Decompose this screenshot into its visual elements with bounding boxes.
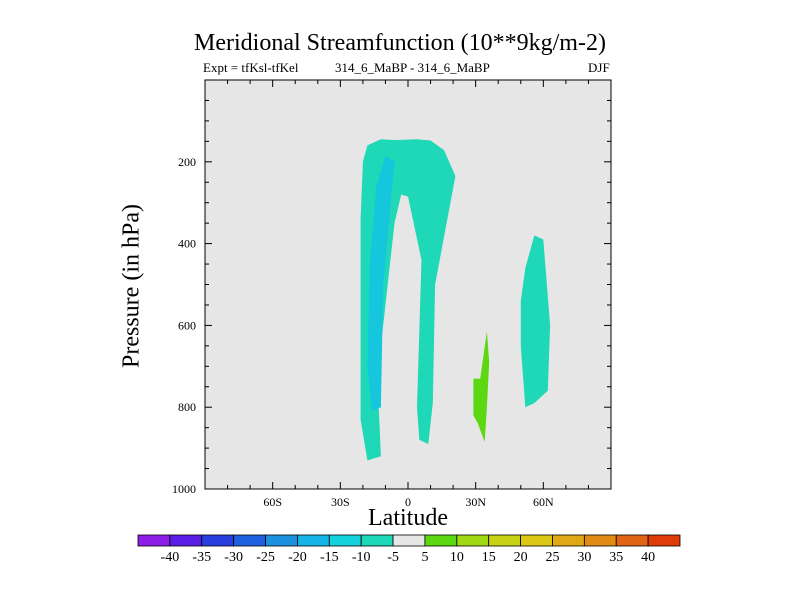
contour-region-southern-cell-core [367,155,395,412]
colorbar-swatch [456,534,490,547]
experiment-label: Expt = tfKsl-tfKel [203,60,299,75]
season-label: DJF [588,60,610,75]
colorbar-swatch [328,534,362,547]
colorbar-label: -10 [352,550,371,565]
x-tick-label: 30S [331,495,350,509]
chart-title: Meridional Streamfunction (10**9kg/m-2) [194,30,606,56]
colorbar: -40 -35 -30 -25 -20 -15 -10 -5 5 10 15 20 25 30 35 40 [137,534,681,565]
contour-region-positive-cell [473,331,490,442]
colorbar-swatch [520,534,553,547]
comparison-label: 314_6_MaBP - 314_6_MaBP [335,60,490,75]
y-tick-label: 800 [178,400,196,414]
colorbar-label: 40 [641,550,655,565]
colorbar-label: -15 [320,550,339,565]
colorbar-swatch [360,534,394,547]
colorbar-swatch [552,534,585,547]
y-tick-label: 1000 [172,482,196,496]
colorbar-swatch [201,534,235,547]
colorbar-label: -40 [161,550,180,565]
contour-regions-layer [360,139,551,461]
colorbar-label: -30 [224,550,243,565]
colorbar-swatch [233,534,266,547]
colorbar-swatch [137,534,171,547]
colorbar-label: -35 [192,550,211,565]
colorbar-swatch [297,534,330,547]
colorbar-label: -20 [288,550,307,565]
colorbar-swatch [488,534,521,547]
x-tick-label: 0 [405,495,411,509]
colorbar-label: 5 [421,550,428,565]
x-axis-label: Latitude [368,505,448,531]
x-tick-label: 60S [263,495,282,509]
colorbar-label: 20 [514,550,528,565]
contour-region-northern-cell [520,235,551,408]
colorbar-label: 25 [545,550,559,565]
axes-layer: 200 400 600 800 1000 60S 30S 0 30N 60N [172,79,612,509]
x-tick-label: 30N [465,495,486,509]
colorbar-swatch [647,534,681,547]
colorbar-label: 15 [482,550,496,565]
colorbar-swatch [392,534,426,547]
colorbar-label: -25 [256,550,275,565]
y-tick-label: 200 [178,155,196,169]
colorbar-swatch [583,534,617,547]
x-tick-label: 60N [533,495,554,509]
colorbar-swatch [615,534,649,547]
colorbar-swatch [265,534,298,547]
y-tick-label: 600 [178,318,196,332]
colorbar-label: -5 [387,550,399,565]
colorbar-label: 10 [450,550,464,565]
colorbar-swatch [424,534,458,547]
colorbar-label: 30 [577,550,591,565]
colorbar-swatch [169,534,203,547]
y-tick-label: 400 [178,237,196,251]
colorbar-label: 35 [609,550,623,565]
